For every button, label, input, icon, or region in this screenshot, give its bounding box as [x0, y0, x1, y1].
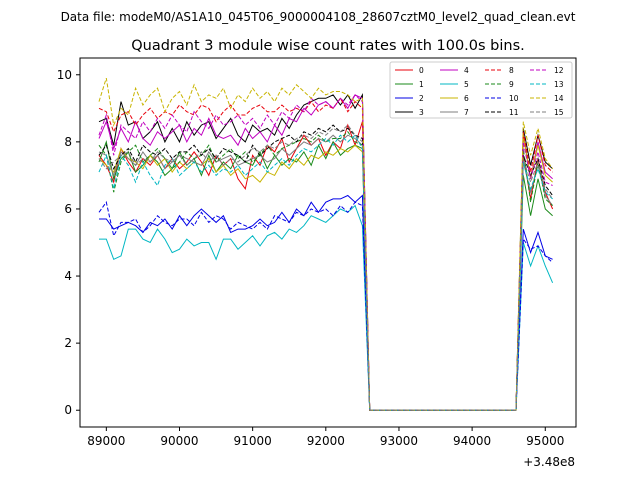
series-line-10 — [98, 201, 553, 411]
y-tick-label: 4 — [64, 269, 72, 283]
legend-label-7: 7 — [464, 108, 469, 117]
series-line-13 — [98, 134, 553, 411]
legend-label-5: 5 — [464, 80, 469, 89]
series-line-0 — [98, 121, 554, 411]
series-line-8 — [98, 97, 553, 411]
y-tick-label: 6 — [64, 202, 72, 216]
legend-label-9: 9 — [509, 80, 514, 89]
legend-label-14: 14 — [554, 94, 564, 103]
legend-label-0: 0 — [419, 66, 424, 75]
series-line-5 — [99, 204, 554, 411]
series-line-14 — [98, 77, 554, 411]
legend-label-6: 6 — [464, 94, 469, 103]
x-tick-label: 92000 — [307, 434, 345, 448]
legend-box — [389, 61, 573, 119]
x-tick-label: 93000 — [380, 434, 418, 448]
legend-label-1: 1 — [419, 80, 424, 89]
y-tick-label: 10 — [57, 68, 72, 82]
x-tick-label: 95000 — [526, 434, 564, 448]
axes: 89000 90000 91000 92000 93000 94000 95000 0 2 4 6 8… — [57, 57, 577, 448]
series-line-1 — [98, 140, 553, 411]
legend-label-10: 10 — [509, 94, 519, 103]
legend-label-8: 8 — [509, 66, 514, 75]
series-line-6 — [98, 135, 553, 411]
x-tick-label: 94000 — [453, 434, 491, 448]
legend-label-15: 15 — [554, 108, 564, 117]
legend-label-2: 2 — [419, 94, 424, 103]
x-offset-label: +3.48e8 — [523, 455, 575, 469]
legend-label-3: 3 — [419, 108, 424, 117]
chart-title: Quadrant 3 module wise count rates with … — [131, 38, 525, 54]
y-tick-label: 0 — [64, 403, 72, 417]
legend-label-4: 4 — [464, 66, 469, 75]
series-line-2 — [99, 194, 553, 411]
legend-label-13: 13 — [554, 80, 564, 89]
series-line-7 — [98, 134, 554, 411]
plot-lines — [98, 77, 554, 411]
series-line-15 — [98, 124, 554, 411]
y-tick-label: 8 — [64, 135, 72, 149]
y-tick-label: 2 — [64, 336, 72, 350]
legend-label-12: 12 — [554, 66, 564, 75]
x-tick-label: 89000 — [87, 434, 125, 448]
axes-frame — [79, 57, 577, 428]
data-file-suptitle: Data file: modeM0/AS1A10_045T06_90000041… — [61, 10, 576, 24]
legend-label-11: 11 — [509, 108, 519, 117]
x-tick-label: 90000 — [160, 434, 198, 448]
x-tick-label: 91000 — [234, 434, 272, 448]
series-line-11 — [98, 124, 554, 411]
